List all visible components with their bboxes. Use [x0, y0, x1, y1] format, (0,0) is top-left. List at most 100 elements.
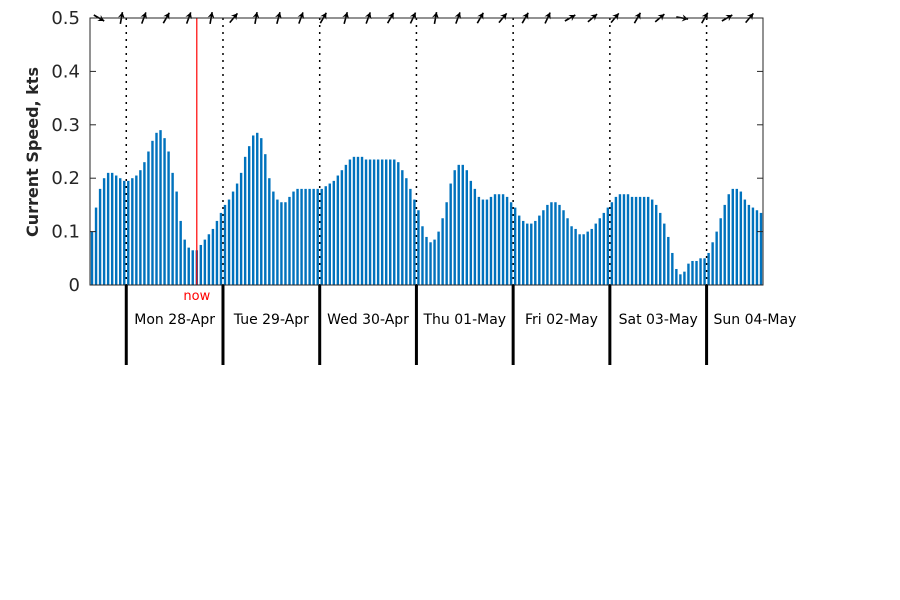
bar — [497, 194, 501, 285]
bar — [574, 228, 577, 285]
bar — [405, 178, 408, 285]
bar — [159, 130, 162, 285]
bar — [723, 204, 726, 285]
bar — [554, 202, 557, 285]
bar — [199, 244, 203, 285]
bar — [699, 258, 702, 285]
y-tick-label: 0.3 — [51, 115, 80, 136]
bar — [239, 172, 243, 285]
bar — [223, 204, 227, 285]
bar — [119, 178, 122, 285]
bar — [413, 199, 416, 285]
bar — [360, 156, 364, 285]
bar — [260, 138, 263, 285]
bar — [215, 220, 219, 285]
bar — [667, 236, 670, 285]
bar — [316, 188, 319, 285]
bar — [368, 159, 372, 285]
bar — [485, 199, 489, 285]
bar — [389, 159, 392, 285]
bar — [296, 188, 299, 285]
bar — [191, 250, 194, 285]
bar — [646, 196, 650, 285]
y-tick-label: 0.2 — [51, 168, 80, 189]
bar — [719, 218, 722, 285]
bar — [114, 175, 118, 285]
bar — [143, 162, 146, 285]
bar — [324, 186, 327, 285]
bar — [352, 156, 356, 285]
bar — [558, 204, 561, 285]
bar — [243, 156, 247, 285]
bar — [397, 162, 400, 285]
bar — [642, 196, 646, 285]
bar — [231, 191, 235, 285]
bar — [522, 220, 525, 285]
bar — [167, 151, 170, 285]
bar — [489, 196, 493, 285]
bar — [340, 170, 344, 285]
bar — [437, 231, 440, 285]
bar-series — [90, 130, 763, 285]
bar — [384, 159, 388, 285]
y-tick-label: 0.1 — [51, 222, 80, 243]
bar — [751, 207, 755, 285]
bar — [501, 194, 505, 285]
bar — [376, 159, 380, 285]
bar — [630, 196, 634, 285]
bar — [582, 234, 585, 285]
bar — [715, 231, 718, 285]
bar — [123, 180, 126, 285]
y-tick-label: 0 — [69, 275, 80, 296]
bar — [227, 199, 231, 285]
bar — [106, 172, 110, 285]
direction-arrows — [93, 11, 754, 25]
bar — [590, 228, 593, 285]
bar — [711, 242, 714, 285]
bar — [292, 191, 295, 285]
bar — [675, 268, 678, 285]
bar — [284, 202, 287, 285]
bar — [445, 202, 448, 285]
bar — [598, 218, 601, 285]
bar — [566, 218, 569, 285]
bar — [618, 194, 622, 285]
bar — [183, 239, 186, 285]
bar — [429, 242, 432, 285]
bar — [526, 223, 529, 285]
y-tick-label: 0.4 — [51, 61, 80, 82]
bar — [131, 178, 134, 285]
day-axis: Mon 28-Apr Tue 29-Apr Wed 30-Apr Thu 01-May… — [124, 285, 796, 365]
now-marker: now — [183, 18, 211, 304]
bar — [264, 154, 267, 285]
bar — [163, 138, 166, 285]
bar — [683, 271, 686, 285]
bar — [203, 239, 207, 285]
bar — [687, 263, 690, 285]
y-axis-label: Current Speed, kts — [23, 67, 42, 237]
day-label: Sun 04-May — [713, 312, 796, 328]
bar — [425, 236, 428, 285]
bar — [542, 210, 545, 285]
plot-frame — [89, 17, 764, 286]
bar — [505, 196, 509, 285]
bar — [465, 170, 469, 285]
bar — [743, 199, 747, 285]
bar — [127, 180, 130, 285]
bar — [731, 188, 734, 285]
bar — [517, 215, 521, 285]
bar — [530, 223, 533, 285]
day-separator-lines — [125, 18, 708, 285]
bar — [622, 194, 626, 285]
bar — [671, 252, 674, 285]
bar — [509, 202, 513, 285]
bar — [380, 159, 384, 285]
bar — [90, 231, 94, 285]
day-label: Tue 29-Apr — [233, 312, 309, 328]
bar — [461, 164, 464, 285]
bar — [477, 196, 481, 285]
bar — [372, 159, 376, 285]
now-label: now — [183, 289, 210, 304]
bar — [102, 178, 106, 285]
